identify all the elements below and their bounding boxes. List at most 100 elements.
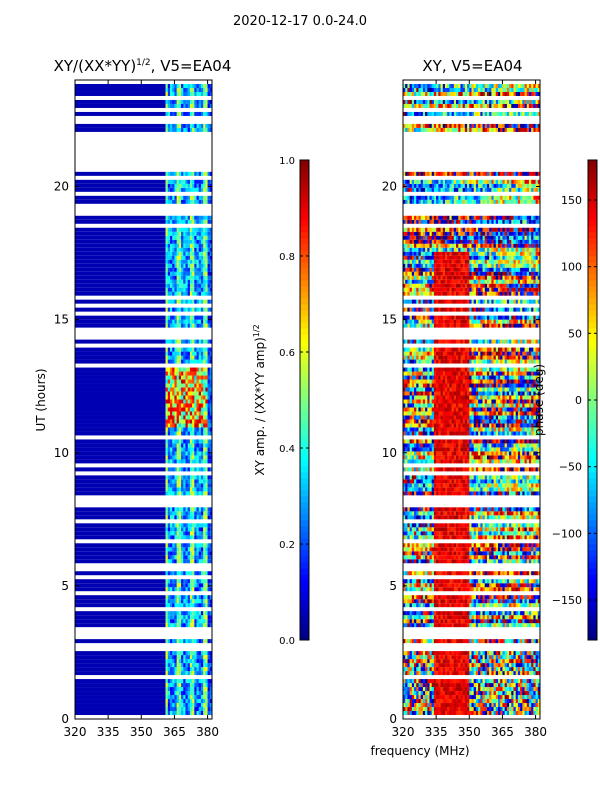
amplitude-cell	[203, 671, 206, 676]
phase-cell	[506, 543, 510, 548]
phase-cell	[425, 523, 428, 528]
amplitude-cell	[203, 515, 206, 520]
phase-cell	[418, 491, 421, 496]
amplitude-cell	[205, 623, 208, 628]
amplitude-cell	[189, 579, 193, 584]
amplitude-cell	[167, 515, 171, 520]
phase-cell	[504, 491, 508, 496]
phase-cell	[506, 595, 510, 600]
phase-cell	[535, 703, 539, 708]
amplitude-cell	[209, 359, 213, 364]
phase-cell	[489, 639, 492, 644]
phase-cell	[486, 615, 490, 620]
amplitude-cell	[185, 407, 188, 412]
amplitude-cell	[198, 691, 202, 696]
amplitude-cell	[167, 427, 171, 432]
phase-cell	[517, 619, 521, 624]
phase-cell	[524, 547, 528, 552]
amplitude-cell	[170, 247, 173, 252]
phase-cell	[506, 623, 510, 628]
phase-cell	[464, 535, 468, 540]
amplitude-cell	[176, 671, 180, 676]
phase-cell	[537, 523, 541, 528]
amplitude-cell	[205, 599, 208, 604]
amplitude-cell	[185, 87, 188, 92]
phase-cell	[436, 595, 439, 600]
amplitude-cell	[165, 179, 169, 184]
amplitude-cell	[165, 639, 169, 644]
amplitude-cell	[209, 351, 213, 356]
amplitude-cell	[178, 271, 182, 276]
amplitude-cell	[207, 487, 211, 492]
amplitude-cell	[200, 111, 204, 116]
amplitude-cell	[174, 287, 177, 292]
amplitude-cell	[165, 659, 169, 664]
phase-cell	[513, 587, 516, 592]
amplitude-cell	[196, 315, 200, 320]
phase-cell	[504, 639, 508, 644]
phase-cell	[520, 555, 523, 560]
phase-cell	[493, 543, 497, 548]
phase-cell	[456, 683, 459, 688]
phase-cell	[535, 579, 539, 584]
amplitude-cell	[200, 619, 204, 624]
phase-cell	[431, 583, 435, 588]
amplitude-cell	[183, 219, 186, 224]
phase-cell	[469, 691, 472, 696]
phase-cell	[493, 683, 497, 688]
amplitude-cell	[174, 239, 177, 244]
amplitude-cell	[174, 199, 177, 204]
amplitude-cell	[209, 523, 213, 528]
phase-cell	[444, 703, 448, 708]
amplitude-cell	[167, 251, 171, 256]
amplitude-cell	[209, 559, 213, 564]
phase-cell	[449, 687, 452, 692]
phase-cell	[502, 639, 505, 644]
phase-cell	[482, 655, 486, 660]
amplitude-cell	[185, 279, 188, 284]
amplitude-cell	[183, 359, 186, 364]
amplitude-cell	[198, 271, 202, 276]
amplitude-cell	[176, 379, 180, 384]
phase-cell	[405, 655, 408, 660]
amplitude-cell	[196, 339, 200, 344]
amplitude-cell	[183, 251, 186, 256]
amplitude-cell	[192, 287, 195, 292]
amplitude-cell	[207, 571, 211, 576]
phase-cell	[491, 683, 494, 688]
amplitude-cell	[192, 603, 195, 608]
phase-cell	[467, 615, 470, 620]
amplitude-cell	[174, 559, 177, 564]
phase-cell	[511, 587, 514, 592]
phase-cell	[515, 487, 519, 492]
amplitude-cell	[176, 375, 180, 380]
phase-cell	[504, 507, 508, 512]
amplitude-cell	[209, 371, 213, 376]
amplitude-cell	[207, 199, 211, 204]
phase-cell	[444, 671, 448, 676]
amplitude-cell	[196, 603, 200, 608]
amplitude-cell	[187, 91, 191, 96]
phase-cell	[498, 551, 501, 556]
phase-cell	[509, 511, 512, 516]
amplitude-cell	[183, 555, 186, 560]
phase-heatmap	[403, 83, 541, 716]
amplitude-cell	[209, 603, 213, 608]
phase-cell	[433, 655, 437, 660]
amplitude-cell	[170, 239, 173, 244]
phase-cell	[522, 583, 525, 588]
phase-cell	[511, 639, 514, 644]
phase-cell	[453, 659, 457, 664]
amplitude-cell	[203, 431, 206, 436]
amplitude-cell	[165, 651, 169, 656]
amplitude-cell	[178, 487, 182, 492]
amplitude-cell	[189, 683, 193, 688]
amplitude-cell	[198, 599, 202, 604]
amplitude-cell	[196, 319, 200, 324]
amplitude-cell	[189, 347, 193, 352]
amplitude-cell	[176, 231, 180, 236]
phase-cell	[460, 707, 463, 712]
phase-cell	[440, 531, 444, 536]
amplitude-cell	[198, 531, 202, 536]
phase-cell	[493, 659, 497, 664]
